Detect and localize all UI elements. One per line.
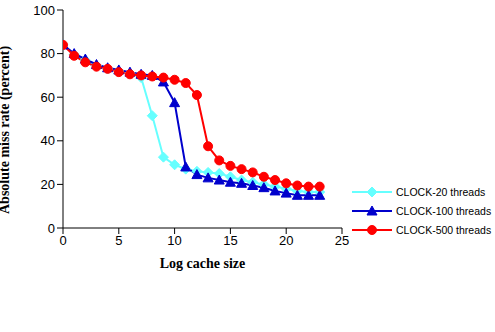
svg-text:Absolute miss rate (percent): Absolute miss rate (percent) <box>8 46 13 214</box>
svg-text:0: 0 <box>59 233 66 248</box>
html-text:CLOCK-20 threads: CLOCK-20 threads <box>396 185 486 198</box>
svg-text:100: 100 <box>33 3 55 18</box>
svg-text:10: 10 <box>167 233 181 248</box>
svg-text:20: 20 <box>279 233 293 248</box>
svg-text:0: 0 <box>48 221 55 236</box>
html-text:CLOCK-100 threads: CLOCK-100 threads <box>396 204 492 217</box>
svg-text:20: 20 <box>41 177 55 192</box>
svg-text:15: 15 <box>223 233 237 248</box>
html-text:CLOCK-500 threads: CLOCK-500 threads <box>396 223 492 236</box>
svg-text:5: 5 <box>115 233 122 248</box>
svg-text:25: 25 <box>335 233 349 248</box>
svg-text:60: 60 <box>41 90 55 105</box>
svg-text:Log cache size: Log cache size <box>160 256 246 271</box>
svg-text:40: 40 <box>41 133 55 148</box>
svg-text:80: 80 <box>41 46 55 61</box>
